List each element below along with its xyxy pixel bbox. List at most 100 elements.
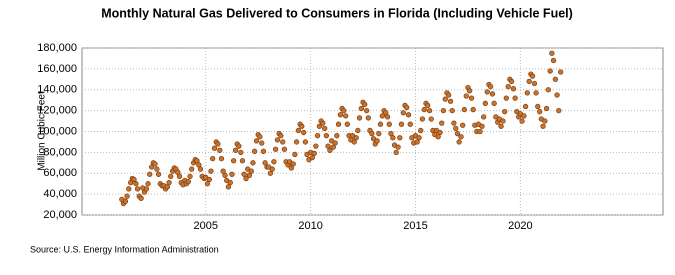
- data-point: [393, 149, 399, 156]
- y-tick-label: 100,000: [37, 125, 77, 137]
- data-point: [143, 186, 150, 192]
- data-point: [222, 172, 228, 178]
- data-point: [246, 172, 253, 178]
- data-point: [211, 145, 218, 151]
- data-point: [521, 113, 527, 119]
- data-point: [229, 171, 235, 177]
- chart-title: Monthly Natural Gas Delivered to Consume…: [101, 6, 573, 20]
- data-point: [327, 147, 333, 153]
- data-point: [545, 87, 551, 93]
- data-point: [197, 166, 204, 172]
- data-point: [453, 125, 459, 132]
- data-point: [419, 116, 426, 122]
- data-point: [405, 112, 412, 118]
- data-point: [313, 143, 319, 149]
- data-point: [355, 127, 361, 134]
- data-point: [290, 161, 296, 167]
- data-point: [217, 147, 223, 153]
- data-point: [220, 168, 226, 174]
- y-tick-label: 160,000: [37, 63, 77, 75]
- data-point: [470, 106, 476, 113]
- data-point: [281, 146, 288, 152]
- data-point: [537, 109, 543, 115]
- data-point: [232, 147, 239, 153]
- data-point: [227, 179, 233, 186]
- data-point: [449, 107, 455, 114]
- data-point: [351, 139, 357, 145]
- data-point: [531, 80, 538, 87]
- data-point: [468, 95, 475, 101]
- data-point: [292, 151, 298, 158]
- data-point: [358, 105, 365, 112]
- y-tick-label: 20,000: [43, 209, 77, 221]
- data-point: [404, 104, 410, 111]
- data-point: [260, 148, 267, 154]
- data-point: [440, 107, 447, 114]
- source-note: Source: U.S. Energy Information Administ…: [30, 244, 219, 254]
- data-point: [481, 114, 487, 120]
- data-point: [526, 78, 532, 85]
- data-point: [154, 166, 160, 172]
- data-point: [243, 175, 249, 182]
- y-axis-label: Million Cubic Feet: [37, 91, 48, 171]
- data-point: [323, 133, 330, 139]
- data-point: [259, 140, 265, 146]
- y-tick-label: 180,000: [37, 42, 77, 54]
- data-point: [439, 120, 445, 126]
- data-point: [425, 102, 431, 109]
- data-point: [302, 139, 309, 145]
- data-point: [215, 141, 221, 147]
- data-point: [522, 103, 529, 110]
- data-point: [557, 69, 564, 75]
- data-point: [503, 95, 509, 101]
- data-point: [295, 127, 302, 134]
- data-point: [341, 107, 347, 114]
- y-tick-label: 40,000: [43, 188, 77, 200]
- data-point: [442, 96, 448, 102]
- data-point: [519, 118, 525, 124]
- data-point: [501, 109, 508, 115]
- data-point: [166, 179, 172, 186]
- data-point: [554, 92, 560, 98]
- data-point: [356, 115, 363, 121]
- data-point: [280, 139, 286, 145]
- data-point: [299, 123, 305, 129]
- data-point: [383, 110, 389, 116]
- y-tick-label: 140,000: [37, 84, 77, 96]
- y-tick-label: 60,000: [43, 167, 77, 179]
- data-point: [155, 171, 162, 177]
- data-point: [267, 170, 274, 176]
- data-point: [269, 166, 275, 172]
- data-point: [377, 121, 384, 127]
- y-tick-label: 80,000: [43, 146, 77, 158]
- data-point: [147, 171, 153, 177]
- data-point: [369, 130, 375, 137]
- data-point: [251, 148, 258, 154]
- data-point: [250, 160, 256, 166]
- data-point: [426, 107, 433, 114]
- data-point: [301, 129, 307, 136]
- data-point: [460, 122, 466, 128]
- data-point: [547, 68, 553, 74]
- data-point: [477, 128, 483, 135]
- data-point: [552, 76, 559, 82]
- data-point: [218, 155, 225, 162]
- data-point: [238, 149, 244, 156]
- data-point: [512, 95, 518, 101]
- data-point: [510, 86, 517, 92]
- data-point: [257, 134, 263, 140]
- data-point: [168, 173, 174, 180]
- data-point: [126, 186, 132, 192]
- data-point: [187, 173, 193, 180]
- data-point: [529, 73, 536, 79]
- data-point: [484, 89, 490, 95]
- data-point: [288, 165, 294, 171]
- data-point: [134, 186, 141, 192]
- data-point: [550, 57, 557, 64]
- data-point: [194, 158, 200, 164]
- x-tick-label: 2015: [403, 220, 427, 232]
- data-point: [421, 106, 427, 113]
- data-point: [293, 139, 300, 145]
- data-point: [540, 123, 546, 129]
